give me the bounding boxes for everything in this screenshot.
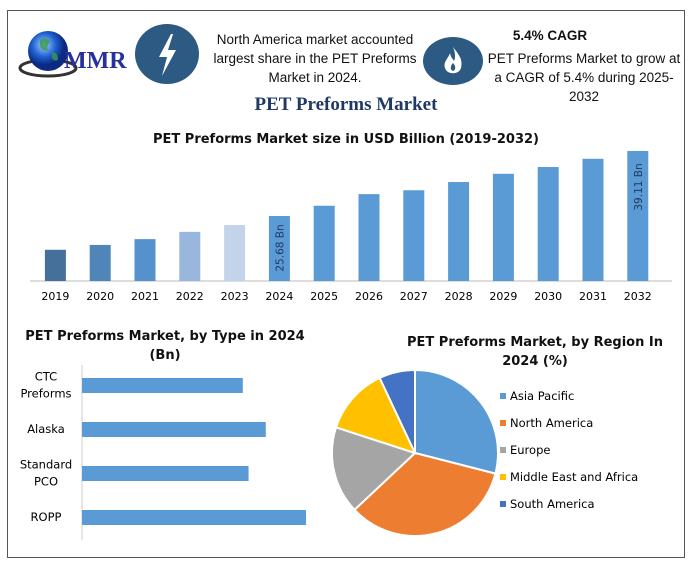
legend-label: Middle East and Africa xyxy=(510,470,638,484)
bar-2019 xyxy=(44,249,66,281)
x-tick-label: 2019 xyxy=(41,290,69,303)
x-tick-label: 2032 xyxy=(624,290,652,303)
type-chart-title: PET Preforms Market, by Type in 2024 (Bn… xyxy=(25,329,305,363)
x-tick-label: 2026 xyxy=(355,290,383,303)
bar-2025 xyxy=(313,205,335,281)
bar-2031 xyxy=(582,158,604,281)
pie-slice-asia-pacific xyxy=(414,368,499,475)
legend-swatch xyxy=(500,420,506,426)
x-tick-label: 2028 xyxy=(445,290,473,303)
y-tick-label: Standard xyxy=(20,458,72,472)
bar-Alaska xyxy=(82,422,266,437)
x-tick-label: 2027 xyxy=(400,290,428,303)
bar-2029 xyxy=(492,173,514,281)
data-label: 39.11 Bn xyxy=(633,163,645,210)
x-tick-label: 2021 xyxy=(131,290,159,303)
x-tick-label: 2025 xyxy=(310,290,338,303)
bar-2032 xyxy=(627,151,649,281)
legend-label: North America xyxy=(510,416,593,430)
x-tick-label: 2020 xyxy=(86,290,114,303)
bar-2024 xyxy=(268,216,290,281)
legend-label: Asia Pacific xyxy=(510,389,574,403)
bar-Standard PCO xyxy=(82,466,249,481)
globe-icon xyxy=(18,31,78,78)
x-tick-label: 2024 xyxy=(265,290,293,303)
x-tick-label: 2030 xyxy=(534,290,562,303)
region-pie-chart: Asia Pacific North America Europe Middle Ea… xyxy=(331,368,638,537)
bar-ROPP xyxy=(82,510,306,525)
north-america-info-text: North America market accounted largest s… xyxy=(213,32,417,85)
y-tick-label: ROPP xyxy=(31,510,62,524)
market-size-chart-title: PET Preforms Market size in USD Billion … xyxy=(152,132,539,147)
legend-label: Europe xyxy=(510,443,550,457)
pie-slice-europe xyxy=(331,426,417,512)
cagr-heading: 5.4% CAGR xyxy=(512,28,588,43)
lightning-bolt-icon xyxy=(135,24,199,84)
legend-swatch xyxy=(500,393,506,399)
cagr-info-text: PET Preforms Market to grow at a CAGR of… xyxy=(487,51,681,104)
y-tick-label: Preforms xyxy=(20,387,71,401)
pie-slice-north-america xyxy=(353,451,497,537)
x-tick-label: 2029 xyxy=(489,290,517,303)
data-label: 25.68 Bn xyxy=(274,224,286,271)
market-size-bar-chart: 2019 2020 2021 2022 2023 2024 25.68 Bn 2025 2026… xyxy=(30,151,672,303)
bar-2030 xyxy=(537,167,559,281)
region-chart-title: PET Preforms Market, by Region In 2024 (… xyxy=(407,335,663,369)
pie-slice-south-america xyxy=(378,368,416,454)
bar-2023 xyxy=(224,225,246,281)
bar-2027 xyxy=(403,190,425,281)
infographic-frame xyxy=(7,10,685,558)
legend-swatch xyxy=(500,447,506,453)
x-tick-label: 2023 xyxy=(221,290,249,303)
bar-CTC Preforms xyxy=(82,378,243,393)
legend-label: South America xyxy=(510,497,595,511)
bar-2026 xyxy=(358,194,380,281)
logo-text: MMR xyxy=(64,48,127,74)
bar-2028 xyxy=(448,182,470,281)
bar-2022 xyxy=(179,231,201,281)
y-tick-label: PCO xyxy=(34,475,58,489)
flame-icon xyxy=(423,37,483,85)
x-tick-label: 2022 xyxy=(176,290,204,303)
page-title: PET Preforms Market xyxy=(254,94,438,115)
mmr-logo: MMR xyxy=(18,26,133,86)
legend-swatch xyxy=(500,501,506,507)
bar-2021 xyxy=(134,239,156,281)
x-tick-label: 2031 xyxy=(579,290,607,303)
y-tick-label: Alaska xyxy=(27,422,65,436)
type-bar-chart: CTC Preforms Alaska Standard PCO ROPP xyxy=(20,365,306,540)
bar-2020 xyxy=(89,244,111,281)
y-tick-label: CTC xyxy=(35,370,57,384)
legend-swatch xyxy=(500,474,506,480)
pie-slice-middle-east-and-africa xyxy=(334,376,417,455)
